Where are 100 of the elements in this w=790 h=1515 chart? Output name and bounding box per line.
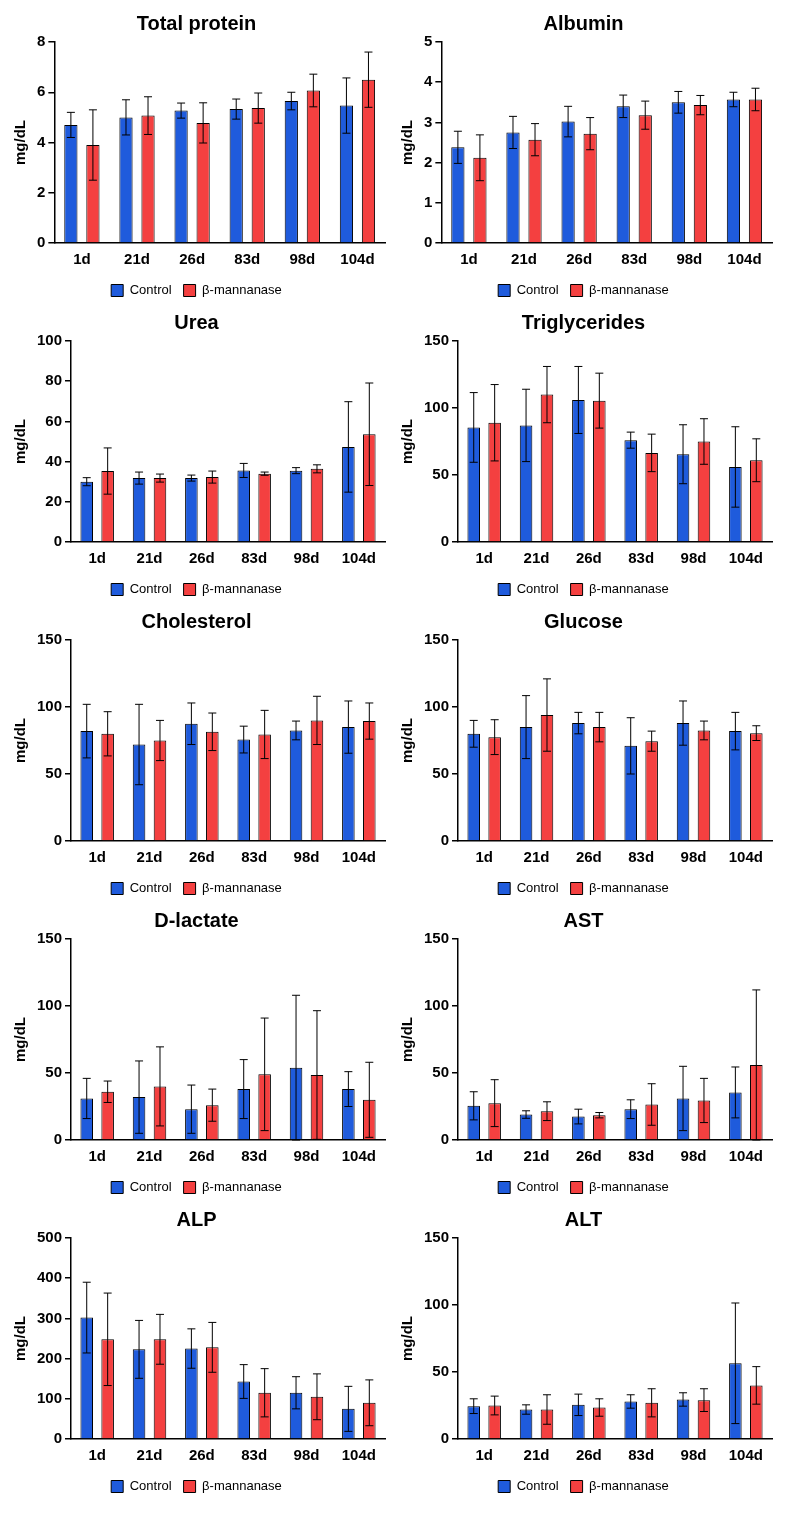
chart-title: Glucose (544, 609, 623, 632)
y-tick-label: 100 (424, 996, 450, 1014)
x-tick-label: 21d (511, 250, 537, 268)
x-tick-label: 83d (241, 1446, 268, 1464)
x-tick-label: 26d (179, 250, 206, 268)
x-tick-label: 1d (88, 848, 106, 866)
x-tick-label: 98d (676, 250, 703, 268)
x-tick-label: 104d (341, 848, 376, 866)
y-axis-title: mg/dL (398, 419, 416, 464)
x-tick-label: 26d (188, 549, 215, 567)
x-tick-label: 104d (728, 848, 763, 866)
legend-label: β-mannanase (589, 1478, 669, 1494)
x-tick-label: 104d (728, 1446, 763, 1464)
y-tick-label: 40 (45, 451, 63, 469)
y-tick-label: 50 (432, 1362, 450, 1380)
x-tick-label: 26d (575, 549, 602, 567)
x-tick-label: 98d (680, 1147, 707, 1165)
chart-title: AST (563, 908, 604, 931)
x-tick-label: 83d (628, 549, 655, 567)
x-tick-label: 26d (188, 1446, 215, 1464)
legend-label: Control (129, 282, 172, 298)
y-tick-label: 0 (53, 1130, 63, 1148)
x-tick-label: 98d (293, 1446, 320, 1464)
y-tick-label: 150 (37, 929, 63, 947)
x-tick-label: 21d (124, 250, 150, 268)
legend-label: β-mannanase (589, 581, 669, 597)
legend-label: β-mannanase (202, 282, 282, 298)
chart-title: Total protein (136, 11, 257, 34)
y-tick-label: 50 (45, 1063, 63, 1081)
y-tick-label: 0 (53, 532, 63, 550)
x-tick-label: 83d (241, 1147, 268, 1165)
x-tick-label: 104d (341, 1147, 376, 1165)
chart-title: ALT (564, 1207, 603, 1230)
y-axis-title: mg/dL (398, 120, 416, 165)
y-tick-label: 100 (424, 1295, 450, 1313)
y-tick-label: 50 (45, 764, 63, 782)
y-tick-label: 400 (37, 1268, 63, 1286)
y-tick-label: 150 (424, 630, 450, 648)
y-axis-title: mg/dL (11, 1017, 29, 1062)
y-tick-label: 50 (432, 465, 450, 483)
y-axis-title: mg/dL (398, 1017, 416, 1062)
legend-label: Control (516, 282, 559, 298)
chart-title: Cholesterol (141, 609, 252, 632)
y-tick-label: 1 (424, 192, 433, 210)
y-tick-label: 50 (432, 764, 450, 782)
x-tick-label: 83d (241, 848, 268, 866)
y-tick-label: 8 (37, 32, 46, 50)
x-tick-label: 1d (88, 1446, 106, 1464)
x-tick-label: 21d (136, 549, 163, 567)
legend-label: Control (516, 880, 559, 896)
y-tick-label: 100 (37, 697, 63, 715)
x-tick-label: 1d (88, 549, 106, 567)
x-tick-label: 98d (293, 848, 320, 866)
y-tick-label: 6 (37, 82, 46, 100)
x-tick-label: 1d (475, 1147, 493, 1165)
y-tick-label: 300 (37, 1308, 63, 1326)
y-axis-title: mg/dL (11, 718, 29, 763)
x-tick-label: 26d (575, 848, 602, 866)
x-tick-label: 26d (188, 1147, 215, 1165)
y-tick-label: 150 (424, 1228, 450, 1246)
y-tick-label: 0 (37, 233, 46, 251)
x-tick-label: 104d (727, 250, 762, 268)
x-tick-label: 104d (728, 549, 763, 567)
x-tick-label: 104d (728, 1147, 763, 1165)
chart-title: D-lactate (154, 908, 239, 931)
y-tick-label: 0 (53, 1429, 63, 1447)
x-tick-label: 98d (293, 549, 320, 567)
x-tick-label: 1d (475, 848, 493, 866)
x-tick-label: 26d (575, 1147, 602, 1165)
legend-label: β-mannanase (202, 880, 282, 896)
legend-label: β-mannanase (589, 282, 669, 298)
y-tick-label: 50 (432, 1063, 450, 1081)
chart-title: Urea (174, 310, 220, 333)
x-tick-label: 98d (293, 1147, 320, 1165)
legend-label: β-mannanase (202, 1478, 282, 1494)
y-tick-label: 200 (37, 1348, 63, 1366)
y-axis-title: mg/dL (11, 419, 29, 464)
y-axis-title: mg/dL (398, 718, 416, 763)
x-tick-label: 83d (628, 848, 655, 866)
y-tick-label: 100 (424, 398, 450, 416)
y-axis-title: mg/dL (398, 1316, 416, 1361)
x-tick-label: 104d (341, 1446, 376, 1464)
x-tick-label: 83d (241, 549, 268, 567)
x-tick-label: 21d (136, 848, 163, 866)
x-tick-label: 1d (88, 1147, 106, 1165)
y-tick-label: 2 (424, 152, 433, 170)
x-tick-label: 98d (680, 549, 707, 567)
y-tick-label: 150 (37, 630, 63, 648)
y-tick-label: 5 (424, 32, 433, 50)
y-tick-label: 150 (424, 929, 450, 947)
legend-label: Control (129, 880, 172, 896)
x-tick-label: 26d (575, 1446, 602, 1464)
x-tick-label: 1d (460, 250, 478, 268)
x-tick-label: 83d (628, 1446, 655, 1464)
y-tick-label: 0 (440, 1429, 450, 1447)
y-tick-label: 0 (53, 831, 63, 849)
x-tick-label: 1d (475, 1446, 493, 1464)
x-tick-label: 104d (340, 250, 375, 268)
x-tick-label: 21d (136, 1446, 163, 1464)
y-tick-label: 20 (45, 491, 63, 509)
